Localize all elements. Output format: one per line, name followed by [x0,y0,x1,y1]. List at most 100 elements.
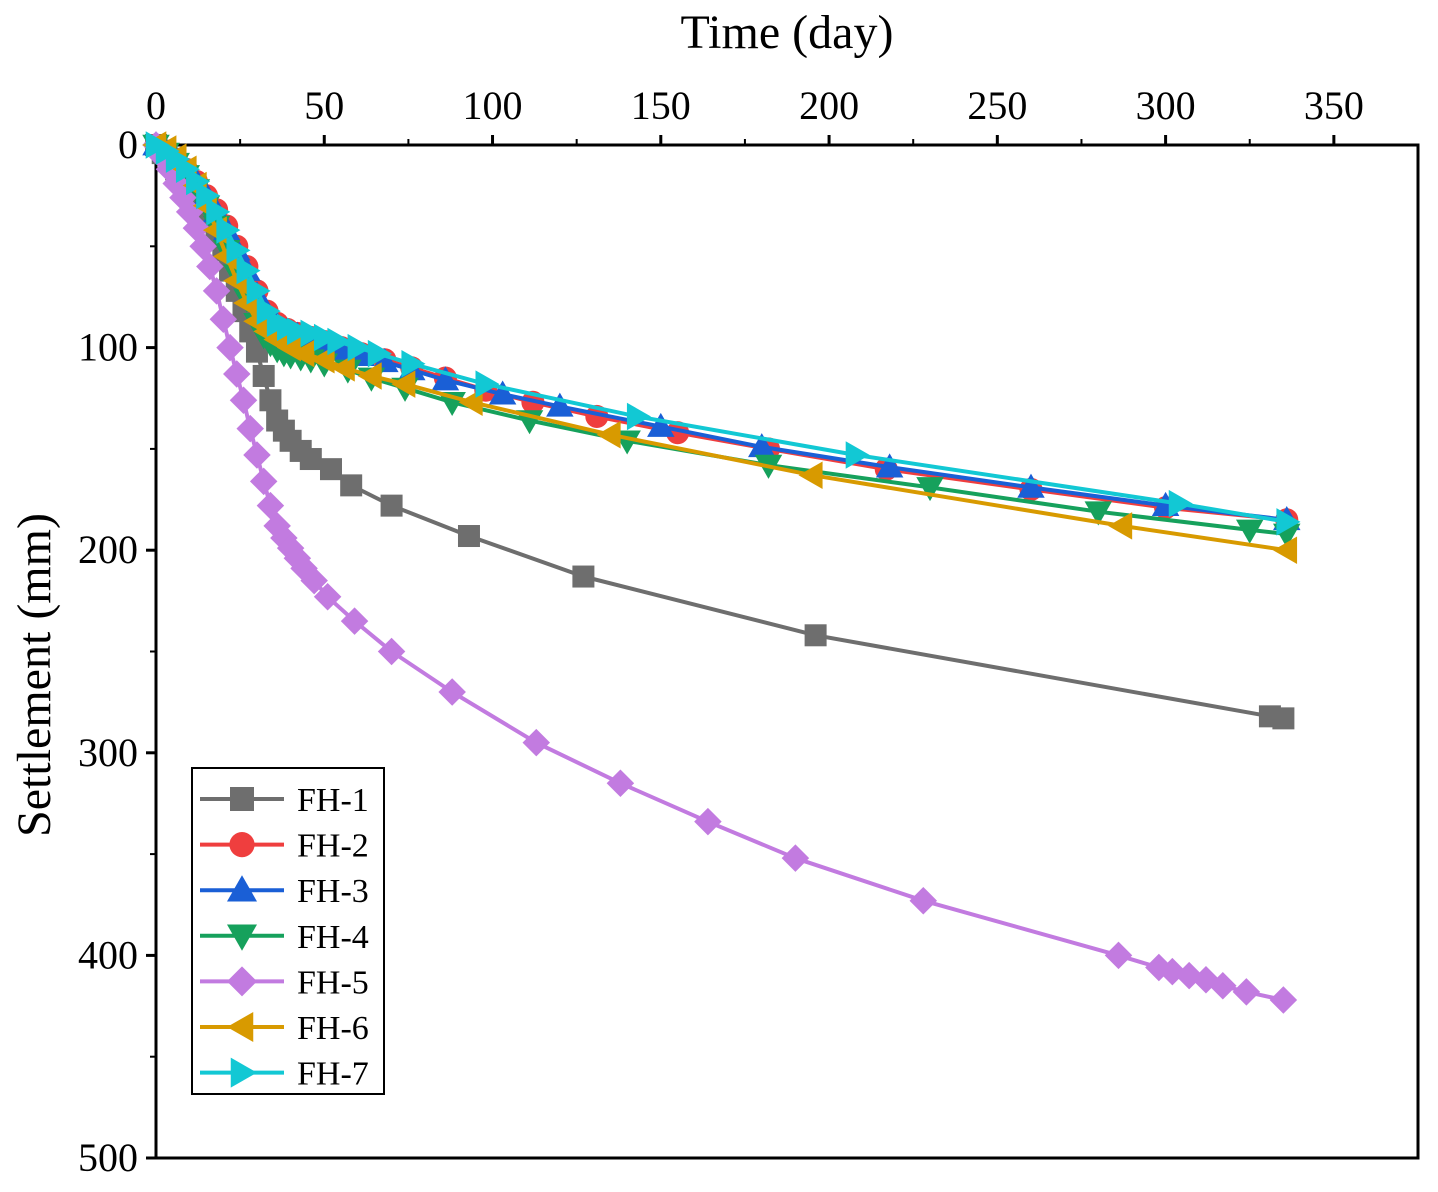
data-point [246,277,271,305]
y-tick-label: 200 [78,527,138,572]
data-point [1235,519,1264,544]
legend-item-fh-6: FH-6 [200,1010,369,1047]
series-layer [142,131,1301,1014]
data-point [626,402,651,431]
data-point [1017,473,1045,498]
data-point [1104,941,1133,970]
data-point [781,844,810,872]
x-tick-label: 0 [146,83,166,128]
data-point [243,441,271,469]
data-point [226,236,251,265]
legend-item-fh-5: FH-5 [200,964,369,1001]
data-point [330,354,355,382]
x-tick-label: 150 [631,83,691,128]
legend-box [191,767,385,1095]
legend-marker [227,1012,254,1042]
y-tick-label: 0 [118,122,138,167]
data-point [845,441,870,469]
data-point [401,350,426,378]
data-point [546,392,574,417]
data-point [431,366,460,391]
data-point [313,323,339,352]
x-tick-label: 350 [1304,83,1364,128]
data-point [522,728,551,757]
data-point [206,198,231,226]
legend-label: FH-4 [297,919,369,956]
data-point [216,216,241,244]
legend-marker [227,924,257,951]
legend-item-fh-4: FH-4 [200,919,369,956]
data-point [196,252,224,281]
x-tick-label: 300 [1136,83,1196,128]
data-point [380,494,403,517]
data-point [572,565,595,588]
data-point [347,333,372,362]
data-point [694,807,722,836]
y-tick-label: 300 [78,730,138,775]
series-fh-7 [145,131,1301,536]
legend-label: FH-3 [297,873,369,910]
data-point [1168,489,1193,518]
data-point [259,389,282,412]
legend-item-fh-1: FH-1 [200,782,369,819]
data-point [229,386,258,415]
legend-item-fh-3: FH-3 [200,873,369,910]
data-point [313,583,342,611]
data-point [236,256,261,285]
data-point [606,769,635,797]
legend-label: FH-1 [297,782,369,819]
data-point [1276,508,1301,536]
legend-marker [230,1057,257,1088]
data-point [216,333,244,362]
data-point [596,420,621,449]
data-point [748,433,776,458]
x-tick-label: 200 [799,83,859,128]
data-point [290,339,315,368]
data-point [186,167,211,196]
data-point [475,370,500,398]
data-point [340,474,363,497]
data-point [319,458,342,481]
data-point [249,467,278,496]
data-point [798,461,823,489]
legend-label: FH-6 [297,1010,369,1047]
y-tick-label: 500 [78,1135,138,1180]
data-point [457,525,480,548]
x-tick-label: 100 [463,83,523,128]
data-point [377,637,406,666]
data-point [647,412,675,437]
data-point [1273,536,1298,564]
y-tick-label: 400 [78,932,138,977]
legend-item-fh-7: FH-7 [200,1056,369,1093]
x-axis-title: Time (day) [681,6,894,59]
axes: 0 50 100 150 200 250 300 350 0 100 200 300 400 500 [78,83,1420,1180]
data-point [1108,512,1133,540]
data-point [196,181,221,210]
data-point [367,339,392,368]
legend-marker [229,832,255,858]
series-fh-5 [142,131,1298,1014]
legend-item-fh-2: FH-2 [200,828,369,865]
data-point [202,277,231,305]
data-point [1232,978,1261,1006]
data-point [236,414,264,443]
x-tick-label: 250 [967,83,1027,128]
legend: FH-1 FH-2 FH-3 FH-4 FH-5 FH-6 FH-7 [191,767,385,1095]
data-point [327,327,352,356]
data-point [209,305,238,333]
data-point [488,380,517,405]
legend-label: FH-5 [297,964,369,1001]
data-point [391,370,416,398]
x-tick-label: 50 [304,83,344,128]
data-point [916,477,944,502]
data-point [875,453,904,478]
legend-label: FH-7 [297,1056,369,1093]
data-point [909,886,938,915]
data-point [1084,501,1113,526]
y-tick-label: 100 [78,325,138,370]
y-axis-title: Settlement (mm) [8,513,61,837]
data-point [252,364,275,387]
data-point [804,624,827,647]
data-point [300,566,328,595]
